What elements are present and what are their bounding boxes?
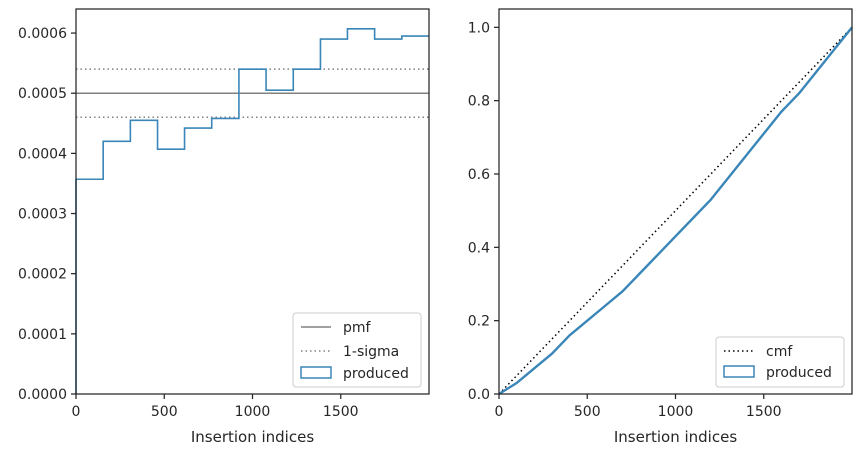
left-y-tick-label: 0.0000 <box>18 387 67 403</box>
left-legend-box <box>292 312 422 388</box>
left-x-tick-label: 0 <box>72 404 81 420</box>
left-chart-ticks: 0 500 1000 1500 0.0000 0.0001 0.0002 0.0003 0.00… <box>18 26 359 420</box>
left-legend: pmf 1-sigma produced <box>292 312 422 388</box>
left-y-tick-label: 0.0004 <box>18 146 67 162</box>
cmf-line <box>498 26 853 395</box>
right-y-tick-label: 0.0 <box>468 387 490 403</box>
right-y-tick-label: 1.0 <box>468 20 490 36</box>
right-x-tick-label: 1000 <box>658 404 694 420</box>
left-chart: 0 500 1000 1500 0.0000 0.0001 0.0002 0.0003 0.00… <box>18 8 430 446</box>
left-x-tick-label: 500 <box>151 404 178 420</box>
legend-label-pmf: pmf <box>343 320 372 336</box>
right-y-tick-label: 0.6 <box>468 167 490 183</box>
right-x-tick-label: 1500 <box>746 404 782 420</box>
left-x-axis-label: Insertion indices <box>191 428 314 446</box>
left-y-tick-label: 0.0002 <box>18 267 67 283</box>
right-x-tick-label: 0 <box>495 404 504 420</box>
right-chart-ticks: 0 500 1000 1500 0.0 0.2 0.4 0.6 0.8 1.0 <box>468 20 782 420</box>
left-chart-marks <box>75 28 429 394</box>
left-x-tick-label: 1000 <box>235 404 271 420</box>
legend-swatch-produced-cumulative <box>723 365 755 378</box>
right-chart: 0 500 1000 1500 0.0 0.2 0.4 0.6 0.8 1.0 Insertion… <box>468 8 853 446</box>
right-chart-marks <box>498 26 853 396</box>
left-y-tick-label: 0.0006 <box>18 26 67 42</box>
left-y-tick-label: 0.0003 <box>18 207 67 223</box>
right-legend: cmf produced <box>715 336 845 388</box>
right-x-tick-label: 500 <box>574 404 601 420</box>
legend-swatch-produced <box>300 366 332 379</box>
left-y-tick-label: 0.0001 <box>18 327 67 343</box>
right-y-tick-label: 0.2 <box>468 314 490 330</box>
left-x-tick-label: 1500 <box>323 404 359 420</box>
produced-step-histogram <box>75 28 429 394</box>
right-x-axis-label: Insertion indices <box>614 428 737 446</box>
right-y-tick-label: 0.8 <box>468 94 490 110</box>
right-y-tick-label: 0.4 <box>468 240 490 256</box>
legend-label-cmf: cmf <box>766 344 793 360</box>
legend-label-1-sigma: 1-sigma <box>343 344 399 360</box>
left-y-tick-label: 0.0005 <box>18 86 67 102</box>
legend-label-produced-cumulative: produced <box>766 365 832 381</box>
produced-cumulative-line <box>498 26 853 396</box>
legend-label-produced: produced <box>343 366 409 382</box>
right-legend-box <box>715 336 845 388</box>
